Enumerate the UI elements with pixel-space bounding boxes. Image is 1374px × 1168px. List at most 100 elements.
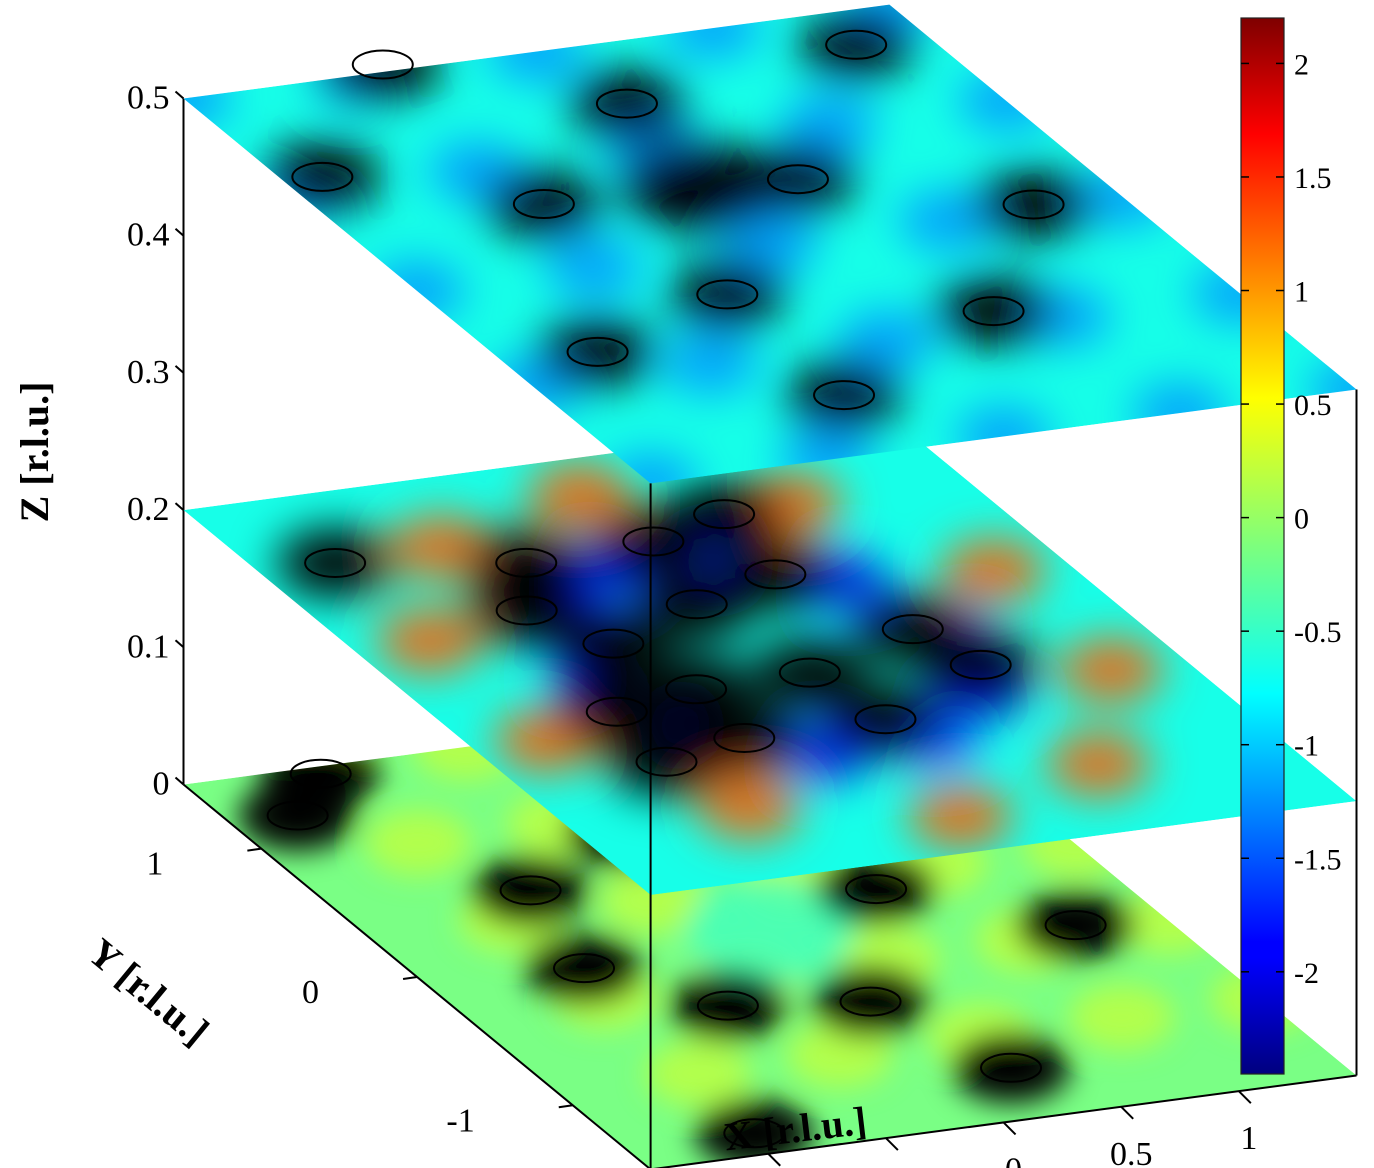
slice-lobe [940,537,1047,604]
peak-outline [881,614,944,645]
z-axis-label: Z [r.l.u.] [12,382,57,523]
slice-lobe [686,877,854,983]
slice-lobe [1058,637,1164,704]
peak-core [710,717,779,758]
slice-lobe [376,607,482,674]
peak-outline [595,88,658,119]
slice-lobe [662,333,759,394]
peak-outline [713,722,776,753]
peak-outline [582,628,645,659]
peak-outline [495,547,558,578]
peak-core [509,184,578,225]
slice-lobe [958,70,1055,131]
peak-core [946,644,1015,685]
x-tick-label: 1 [1240,1120,1257,1157]
peak-outline [289,758,352,789]
peak-core [959,291,1028,332]
peak-core [836,981,905,1022]
peak-outline [566,336,629,367]
peak-core [301,542,370,583]
peak-core [619,521,688,562]
colorbar-tick-label: -0.5 [1294,616,1342,649]
z-tick-mark [174,227,185,237]
x-tick-mark [1002,1121,1017,1136]
z-tick-mark [174,502,185,511]
peak-outline [291,161,354,192]
peak-outline [351,49,414,80]
z-tick-label: 0.2 [127,491,170,528]
colorbar-gradient [1240,17,1285,1075]
peak-core [693,274,762,315]
peak-core [632,741,701,782]
peak-core [720,1113,789,1154]
peak-core [592,83,661,124]
z-axis-ticks: 0 0.1 0.2 0.3 0.4 0.5 [127,80,185,803]
colorbar-tick-label: -2 [1294,957,1319,990]
peak-outline [845,874,908,905]
y-axis-ticks: -1 0 1 [146,846,573,1139]
colorbar-tick-label: 1 [1294,276,1309,309]
z-tick-label: 0.5 [127,80,170,117]
peak-core [563,331,632,372]
slice-lobe [1069,984,1175,1051]
peak-core [662,669,731,710]
colorbar-tick-label: 0 [1294,503,1309,536]
z-tick-mark [174,639,185,649]
peak-core [999,184,1068,225]
slice-lobe [838,310,935,371]
peak-outline [962,296,1025,327]
peak-core [1041,905,1110,946]
peak-core [693,985,762,1026]
peak-core [822,24,891,65]
peak-core [492,542,561,583]
slice-lobe [526,461,633,528]
colorbar-tick-label: 1.5 [1294,162,1332,195]
peak-outline [1002,189,1065,220]
peak-core [977,1047,1046,1088]
peak-outline [778,657,841,688]
slice-lobe [786,1021,893,1088]
slice-lobe [898,190,995,251]
slice-lobe [488,21,585,82]
peak-core [851,699,920,740]
peak-outline [813,380,876,411]
x-tick-mark [1238,1090,1252,1104]
slice-lobe [1045,731,1152,798]
peak-outline [696,279,759,310]
peak-outline [266,800,329,831]
peak-core [662,584,731,625]
x-tick-mark [1120,1106,1134,1120]
peak-outline [553,953,616,984]
peak-core [763,159,832,200]
z-tick-label: 0.3 [127,354,170,391]
peak-outline [304,547,367,578]
peak-outline [949,649,1012,680]
peak-core [878,609,947,650]
heatmap-slice-z05 [183,4,1357,484]
peak-outline [766,164,829,195]
peak-outline [825,29,888,60]
z-tick-mark [174,90,185,100]
peak-core [579,623,648,664]
heatmap-slice-z02 [183,416,1357,895]
x-axis-ticks: -1-0.500.51 [767,1090,1257,1168]
colorbar-tick-label: 0.5 [1294,389,1332,422]
colorbar-ticks: 2 1.5 1 0.5 0 -0.5 -1 -1.5 -2 [1241,48,1342,990]
peak-outline [512,189,575,220]
slice-lobe [645,1040,752,1107]
slice-lobe [664,4,761,59]
peak-outline [723,1118,786,1149]
peak-outline [665,674,728,705]
peak-outline [635,746,698,777]
slice-lobe [955,406,1052,467]
y-tick-mark [402,975,418,980]
z-tick-mark [174,365,185,374]
peak-outline [854,704,917,735]
slice-lobe [696,774,803,841]
peak-core [496,870,565,911]
peak-outline [499,875,562,906]
peak-outline [665,589,728,620]
peak-core [775,652,844,693]
slice-minimum [619,141,780,232]
